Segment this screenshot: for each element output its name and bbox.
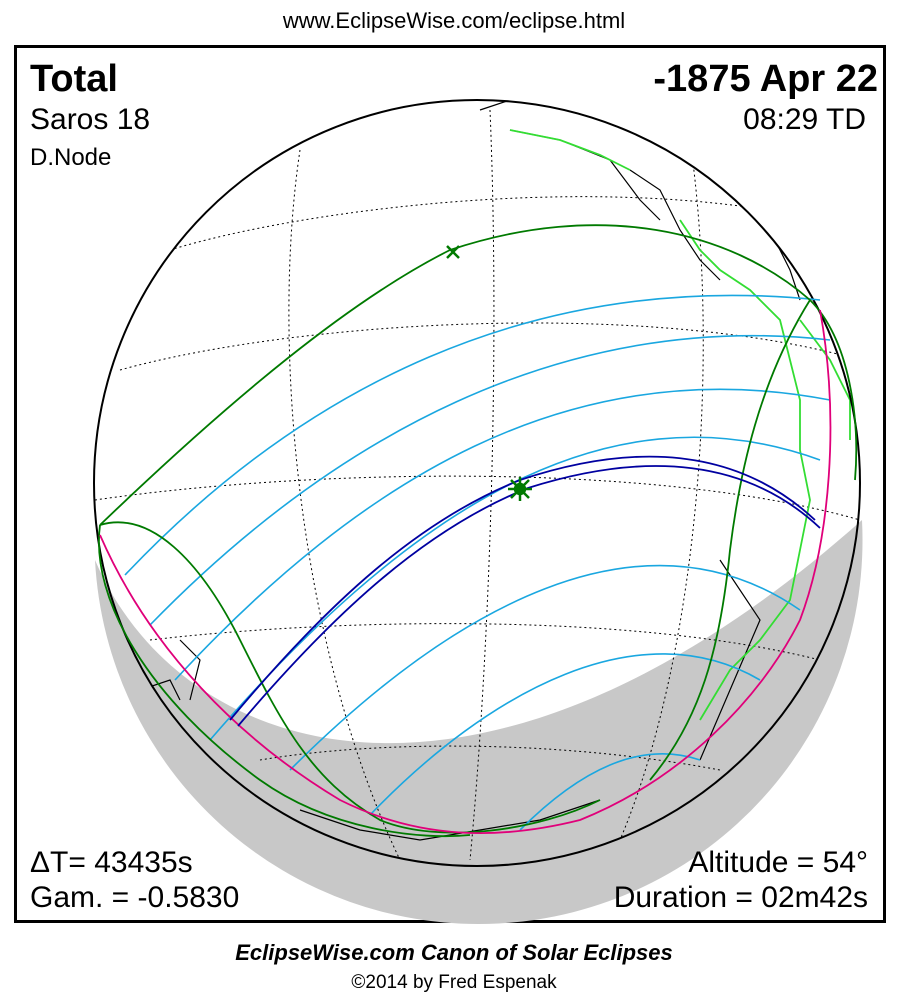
duration: Duration = 02m42s (613, 881, 868, 914)
partial-lines (124, 294, 831, 831)
saros-number: Saros 18 (30, 103, 151, 136)
node-label: D.Node (30, 144, 112, 171)
first-contact-x-icon (446, 245, 460, 259)
graticule (94, 109, 860, 861)
eclipse-type: Total (30, 58, 118, 100)
altitude: Altitude = 54° (688, 846, 868, 879)
footer-copyright: ©2014 by Fred Espenak (351, 972, 557, 993)
penumbra-limits (98, 224, 858, 838)
eclipse-date: -1875 Apr 22 (653, 58, 878, 100)
gamma: Gam. = -0.5830 (30, 881, 240, 914)
delta-t: ΔT= 43435s (30, 846, 193, 879)
greatest-eclipse-star-icon (508, 477, 532, 501)
eclipse-time: 08:29 TD (743, 103, 866, 136)
night-shade (95, 520, 863, 925)
globe-outline (93, 99, 861, 867)
footer-title: EclipseWise.com Canon of Solar Eclipses (235, 940, 673, 965)
source-url: www.EclipseWise.com/eclipse.html (282, 8, 626, 33)
